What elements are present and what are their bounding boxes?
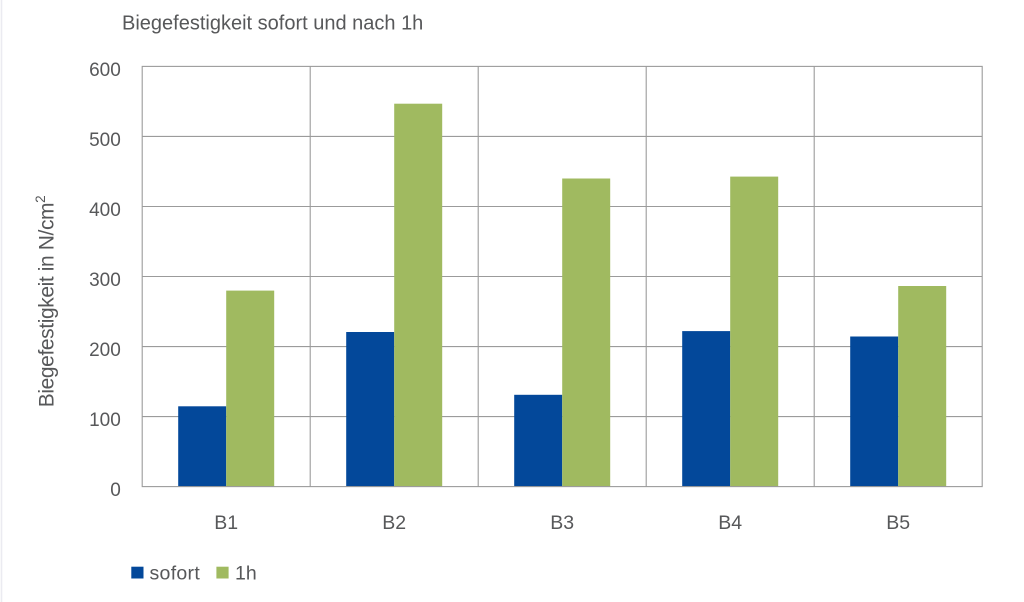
svg-text:B3: B3	[550, 512, 574, 534]
svg-text:400: 400	[89, 200, 121, 221]
svg-text:sofort: sofort	[150, 562, 201, 584]
svg-text:1h: 1h	[235, 562, 257, 584]
svg-text:B1: B1	[214, 512, 238, 534]
svg-text:500: 500	[89, 130, 121, 151]
svg-text:300: 300	[89, 270, 121, 291]
svg-text:B5: B5	[886, 512, 910, 534]
svg-text:600: 600	[89, 60, 121, 81]
svg-text:100: 100	[89, 410, 121, 431]
svg-text:B2: B2	[382, 512, 406, 534]
svg-text:200: 200	[89, 340, 121, 361]
svg-text:Biegefestigkeit sofort und nac: Biegefestigkeit sofort und nach 1h	[122, 12, 423, 34]
svg-text:0: 0	[110, 480, 121, 501]
svg-text:B4: B4	[718, 512, 742, 534]
svg-text:Biegefestigkeit in N/cm2: Biegefestigkeit in N/cm2	[33, 196, 59, 408]
